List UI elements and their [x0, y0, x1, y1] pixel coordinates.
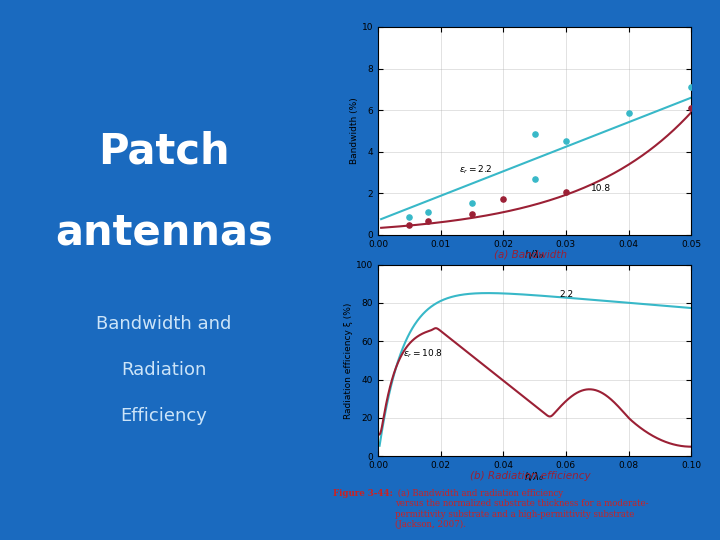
Text: 2.2: 2.2: [559, 290, 574, 299]
Point: [623, 109, 634, 118]
Text: (a) Bandwidth and radiation efficiency
versus the normalized substrate thickness: (a) Bandwidth and radiation efficiency v…: [395, 489, 648, 529]
Text: Patch: Patch: [98, 130, 230, 172]
Text: antennas: antennas: [55, 211, 273, 253]
Point: [403, 213, 415, 221]
Y-axis label: Bandwidth (%): Bandwidth (%): [350, 98, 359, 164]
Point: [685, 83, 697, 92]
Point: [685, 104, 697, 112]
Text: Radiation: Radiation: [121, 361, 207, 379]
Point: [528, 174, 540, 183]
Text: (b) Radiation efficiency: (b) Radiation efficiency: [470, 471, 591, 481]
Text: $\varepsilon_r = 2.2$: $\varepsilon_r = 2.2$: [459, 164, 493, 176]
Point: [423, 208, 434, 217]
X-axis label: h/λ₀: h/λ₀: [525, 250, 544, 260]
Point: [560, 188, 572, 197]
Text: Figure 3-44:: Figure 3-44:: [333, 489, 393, 498]
X-axis label: h/λ₀: h/λ₀: [525, 471, 544, 482]
Point: [467, 210, 478, 218]
Point: [498, 194, 509, 203]
Point: [528, 130, 540, 138]
Text: (a) Bandwidth: (a) Bandwidth: [494, 249, 567, 260]
Point: [403, 220, 415, 229]
Point: [560, 137, 572, 146]
Text: Efficiency: Efficiency: [120, 407, 207, 425]
Point: [467, 198, 478, 207]
Text: $\varepsilon_r = 10.8$: $\varepsilon_r = 10.8$: [403, 348, 443, 360]
Text: Bandwidth and: Bandwidth and: [96, 315, 232, 333]
Text: 10.8: 10.8: [591, 184, 611, 193]
Point: [423, 217, 434, 226]
Y-axis label: Radiation efficiency ξ (%): Radiation efficiency ξ (%): [344, 302, 353, 418]
